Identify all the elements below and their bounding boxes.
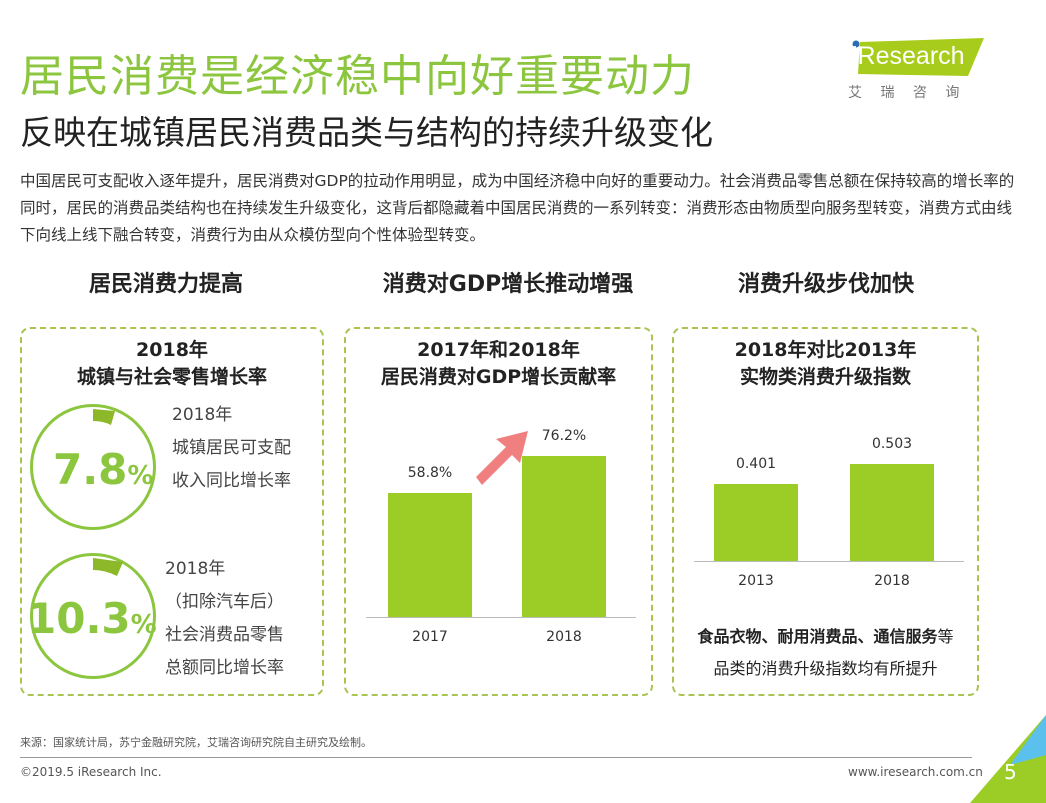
upgrade-data-label: 0.503 [871,435,913,452]
copyright: ©2019.5 iResearch Inc. [20,765,162,779]
intro-paragraph: 中国居民可支配收入逐年提升，居民消费对GDP的拉动作用明显，成为中国经济稳中向好… [20,172,1015,244]
retail-growth-value: 10.3 [27,594,131,643]
upgrade-bar-2013 [714,483,798,561]
website-link[interactable]: www.iresearch.com.cn [848,765,983,779]
panel-title-line1: 2018年 [136,339,208,361]
section-heading-1: 居民消费力提高 [88,272,243,297]
x-axis [366,617,636,618]
consumption-power-panel: 2018年 城镇与社会零售增长率 7.8% 2018年 城镇居民可支配 收入同比… [20,327,324,696]
x-axis [694,561,964,562]
upgrade-x-tick-label: 2013 [738,573,774,589]
upgrade-note: 食品衣物、耐用消费品、通信服务等 [697,627,954,646]
gdp-bar-2018 [522,456,606,617]
panel-title-line1: 2017年和2018年 [417,339,580,361]
upgrade-note-line2: 品类的消费升级指数均有所提升 [713,659,938,678]
gdp-x-tick-label: 2017 [412,629,448,645]
retail-growth-description: 2018年 （扣除汽车后） 社会消费品零售 总额同比增长率 [165,559,284,678]
footer-divider [20,757,972,758]
growth-arrow-icon [476,431,528,485]
income-growth-description: 2018年 城镇居民可支配 收入同比增长率 [172,405,291,491]
panel-title-line2: 城镇与社会零售增长率 [76,366,267,388]
income-growth-gauge: 7.8% [30,404,156,530]
source-note: 来源：国家统计局，苏宁金融研究院，艾瑞咨询研究院自主研究及绘制。 [20,736,372,749]
upgrade-bar-2018 [850,463,934,561]
iresearch-logo: iResearch 艾 瑞 咨 询 [846,36,986,106]
gdp-data-label: 76.2% [541,428,587,445]
panel-title-line1: 2018年对比2013年 [734,339,917,361]
page-number: 5 [1004,760,1017,784]
corner-decoration [970,715,1046,803]
section-heading-2: 消费对GDP增长推动增强 [382,272,634,297]
retail-growth-gauge: 10.3% [27,553,157,679]
gdp-data-label: 58.8% [407,464,453,481]
gdp-contribution-panel: 2017年和2018年 居民消费对GDP增长贡献率 58.8% 2017 76.2%… [344,327,653,696]
panel-title-line2: 居民消费对GDP增长贡献率 [380,366,617,388]
panel-title-line2: 实物类消费升级指数 [739,366,911,388]
upgrade-x-tick-label: 2018 [874,573,910,589]
gdp-x-tick-label: 2018 [546,629,582,645]
page-title: 居民消费是经济稳中向好重要动力 [20,51,695,102]
section-heading-3: 消费升级步伐加快 [737,272,914,297]
gdp-bar-2017 [388,492,472,617]
upgrade-data-label: 0.401 [735,455,777,472]
consumption-upgrade-panel: 2018年对比2013年 实物类消费升级指数 0.401 2013 0.503 201… [672,327,979,696]
income-growth-value: 7.8 [53,445,128,494]
page-subtitle: 反映在城镇居民消费品类与结构的持续升级变化 [20,113,713,152]
